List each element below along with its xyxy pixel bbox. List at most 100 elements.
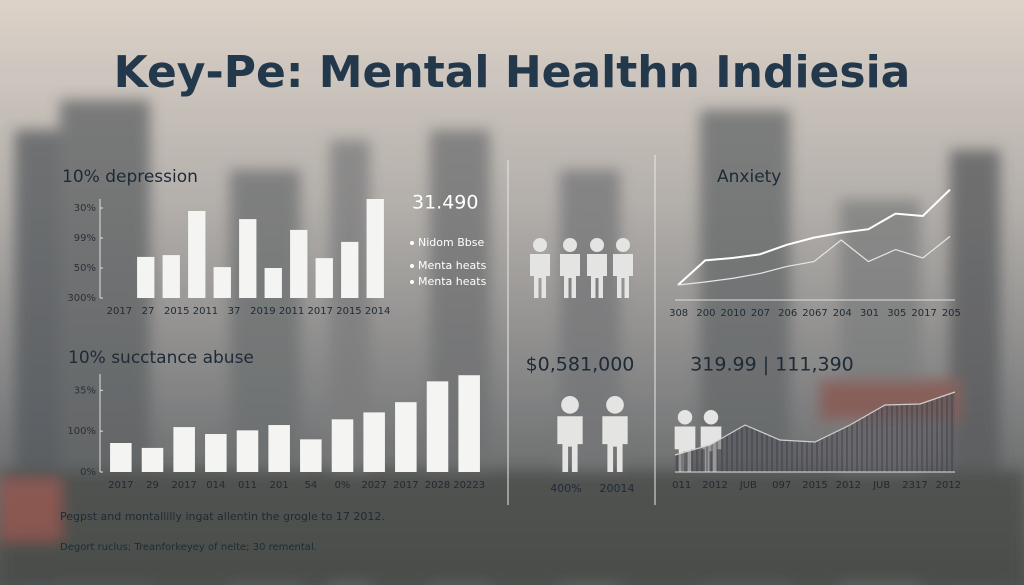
x-tick-label: 20223 [453,480,485,491]
footer-note: Pegpst and montallilly ingat allentin th… [60,510,385,523]
person-head [563,238,577,252]
line-series [677,235,951,286]
x-tick-label: 2015 [164,306,189,317]
x-tick-label: 2012 [836,480,861,491]
bar [363,412,385,472]
bar [213,267,231,298]
bar [110,443,132,472]
person-head [703,410,719,425]
x-tick-label: 54 [304,480,317,491]
x-tick-label: 2019 [250,306,275,317]
x-tick-label: 2012 [702,480,727,491]
x-tick-label: 2017 [393,480,418,491]
chart-title: 319.99 | 111,390 [690,354,854,376]
main-title: Key-Pe: Mental Healthn Indiesia [114,47,911,98]
footer-note: Degort ruclus; Treanforkeyey of nelte; 3… [60,542,317,553]
y-tick-label: 30% [74,203,96,214]
x-tick-label: 2028 [425,480,450,491]
area-line [674,391,956,456]
x-tick-label: 305 [887,308,906,319]
x-tick-label: 2012 [936,480,961,491]
person-body [613,254,633,298]
x-tick-label: 207 [751,308,770,319]
icon-label: 20014 [600,482,635,495]
legend-dot [410,264,414,268]
x-tick-label: 204 [833,308,852,319]
bar [173,427,195,472]
bar [341,241,359,298]
x-tick-label: 2011 [279,306,304,317]
bar [268,425,290,472]
x-tick-label: 27 [142,306,155,317]
x-tick-label: 2067 [802,308,827,319]
x-tick-label: 2015 [802,480,827,491]
person-body [602,416,628,472]
x-tick-label: 2017 [108,480,133,491]
bar [236,430,259,472]
bar [162,255,180,298]
x-tick-label: 2027 [361,480,386,491]
bar [205,434,227,472]
x-tick-label: 0% [335,480,351,491]
x-tick-label: 011 [672,480,691,491]
y-tick-label: 35% [74,385,96,396]
y-tick-label: 100% [67,426,96,437]
person-head [606,396,624,414]
x-tick-label: 200 [696,308,715,319]
stat-amount: $0,581,000 [526,354,635,376]
chart-title: Anxiety [717,167,781,187]
legend-text: Menta heats [418,275,487,288]
x-tick-label: 201 [270,480,289,491]
x-tick-label: 011 [238,480,257,491]
y-tick-label: 300% [67,293,96,304]
legend-dot [410,241,414,245]
x-tick-label: 097 [772,480,791,491]
x-tick-label: JUB [739,480,757,491]
x-tick-label: 301 [860,308,879,319]
city-skyline [0,100,1024,585]
bar [426,381,449,472]
person-body [587,254,607,298]
x-tick-label: 2014 [365,306,390,317]
y-tick-label: 0% [80,467,96,478]
person-head [677,410,693,425]
x-tick-label: JUB [872,480,890,491]
chart-title: 10% succtance abuse [68,348,254,368]
bar [141,447,164,472]
y-tick-label: 99% [74,233,96,244]
bar [290,229,308,298]
bar [137,256,155,298]
legend-text: Menta heats [418,259,487,272]
person-head [533,238,547,252]
person-body [530,254,550,298]
icon-label: 400% [550,482,581,495]
person-head [616,238,630,252]
chart-title: 10% depression [62,167,198,187]
person-head [590,238,604,252]
stat-value: 31.490 [412,192,478,214]
legend-text: Nidom Bbse [418,236,484,249]
bar [300,439,322,472]
x-tick-label: 2017 [308,306,333,317]
person-body [557,416,583,472]
x-tick-label: 2317 [902,480,927,491]
bar [458,375,480,472]
bar [239,219,257,298]
line-series [677,188,951,286]
x-tick-label: 014 [206,480,225,491]
x-tick-label: 2011 [193,306,218,317]
bar [395,402,417,472]
x-tick-label: 2017 [911,308,936,319]
bar [188,211,206,298]
bar [331,419,354,472]
area-hatch [675,392,955,472]
legend-dot [410,280,414,284]
x-tick-label: 2017 [107,306,132,317]
x-tick-label: 37 [228,306,241,317]
person-body [560,254,580,298]
x-tick-label: 308 [669,308,688,319]
bar [366,199,384,298]
person-head [561,396,579,414]
x-tick-label: 205 [942,308,961,319]
x-tick-label: 2015 [336,306,361,317]
